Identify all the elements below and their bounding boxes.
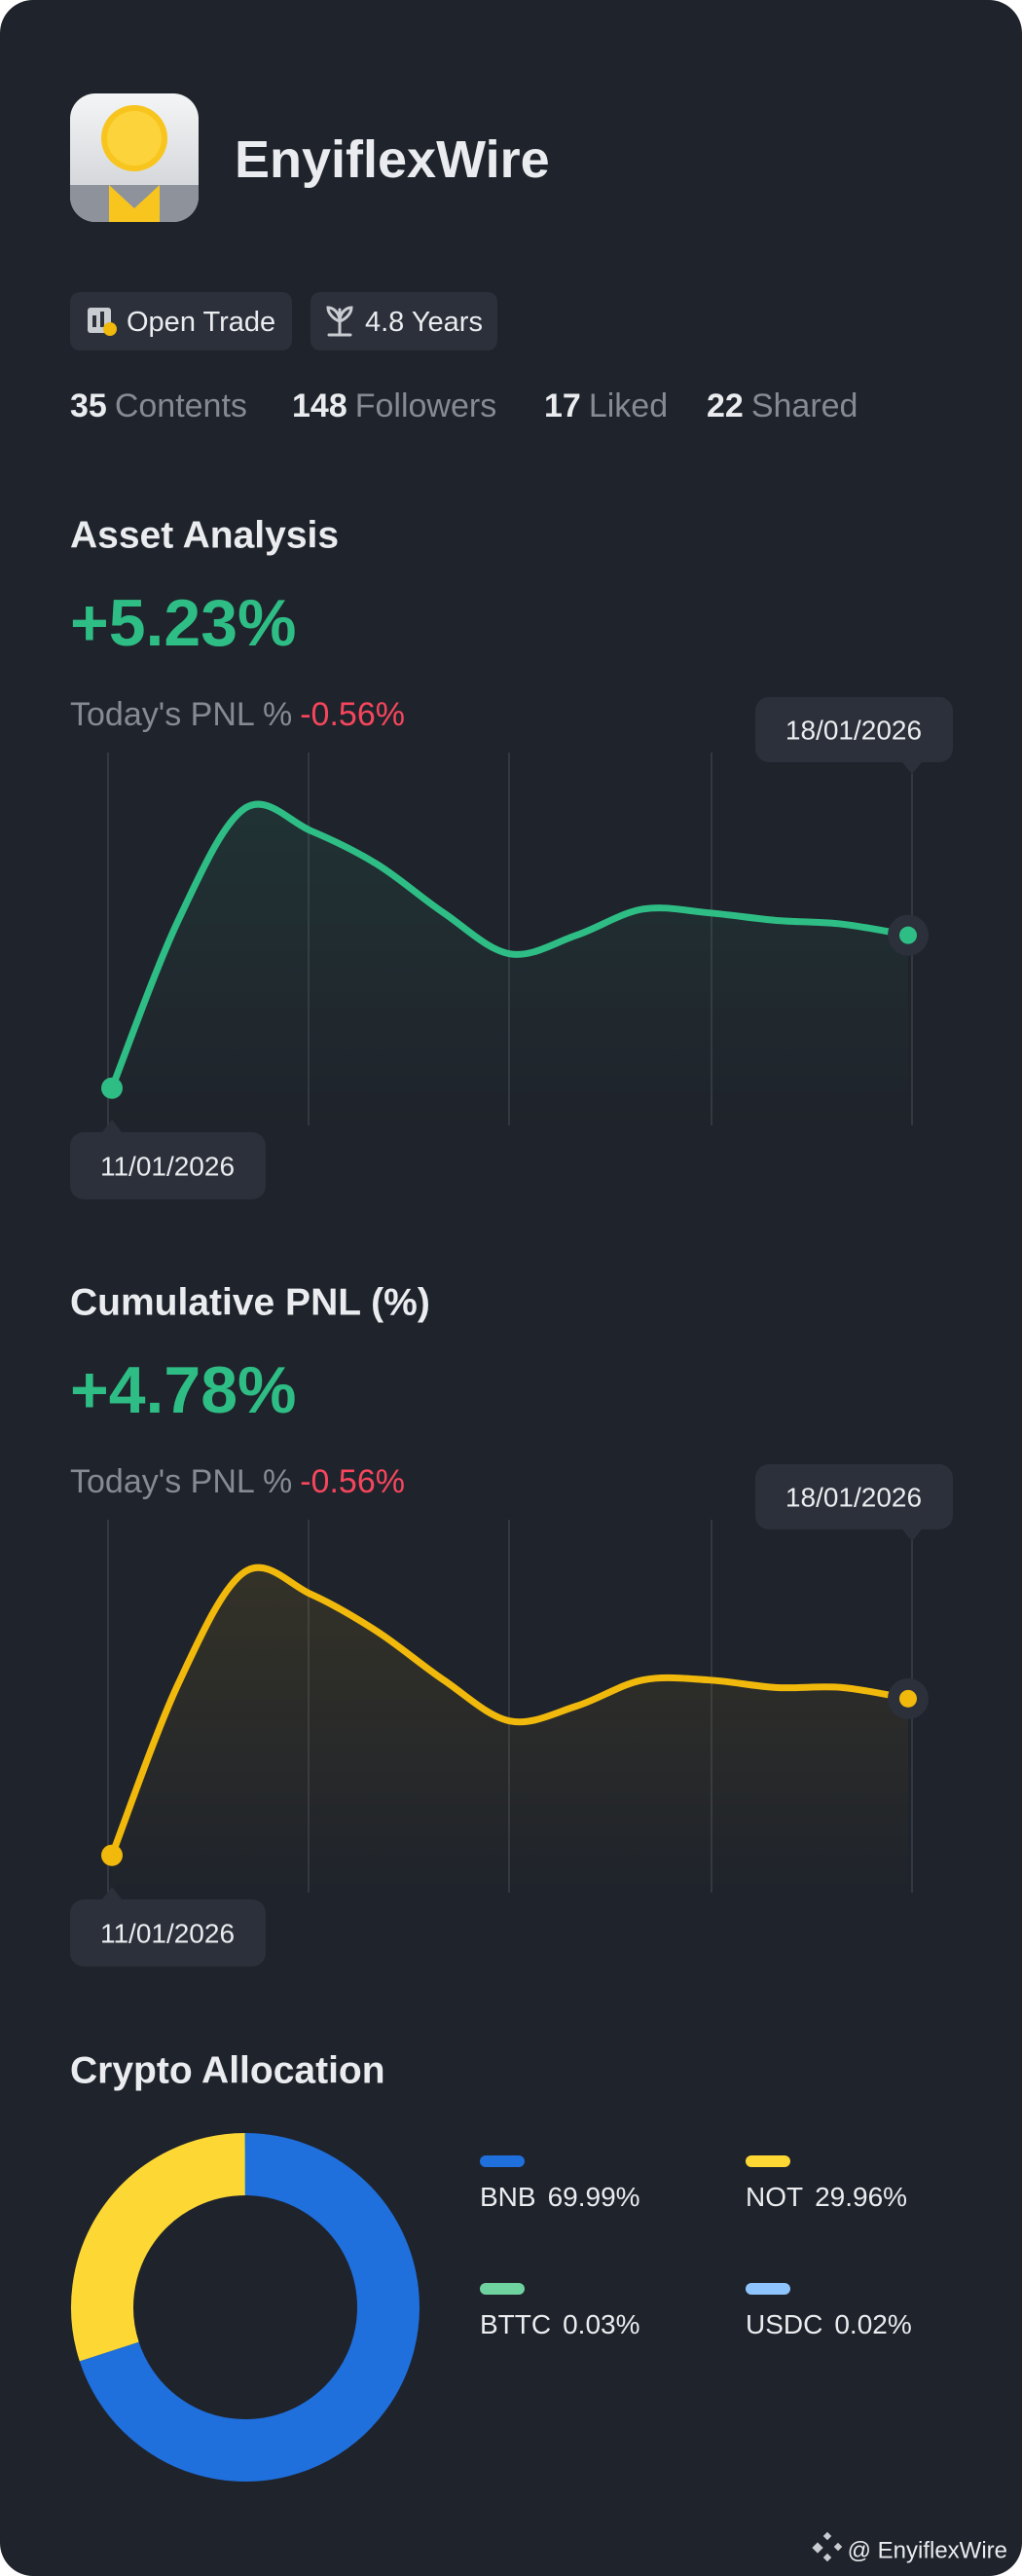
- tooltip-date: 18/01/2026: [785, 716, 922, 746]
- tooltip-box: [70, 1899, 266, 1967]
- legend-name: NOT: [746, 2182, 803, 2212]
- tooltip-date: 11/01/2026: [100, 1919, 235, 1949]
- section-title: Crypto Allocation: [70, 2050, 385, 2092]
- badge-label: Open Trade: [127, 307, 275, 338]
- legend-swatch: [480, 2155, 525, 2167]
- tooltip-pointer: [902, 1529, 922, 1541]
- tooltip-date: 11/01/2026: [100, 1152, 235, 1182]
- badge: [310, 292, 497, 350]
- badge-label: 4.8 Years: [365, 307, 483, 338]
- badge: [70, 292, 292, 350]
- legend-name: USDC: [746, 2309, 822, 2339]
- stat-label: Contents: [115, 387, 247, 424]
- headline-value: +5.23%: [70, 586, 297, 660]
- pnl-label: Today's PNL %: [70, 696, 292, 733]
- tooltip-pointer: [102, 1120, 122, 1132]
- pnl-row: Today's PNL % -0.56%: [70, 696, 405, 733]
- headline-value: +4.78%: [70, 1353, 297, 1427]
- line-series: [108, 800, 912, 1092]
- area-fill: [112, 804, 908, 1125]
- legend-swatch: [746, 2155, 790, 2167]
- pnl-label: Today's PNL %: [70, 1463, 292, 1500]
- legend-entry: NOT 29.96%: [746, 2182, 907, 2212]
- stat-value: 17: [544, 387, 581, 424]
- footer-logo: [812, 2531, 843, 2562]
- stat: 35 Contents: [70, 387, 247, 424]
- tooltip-box: [70, 1132, 266, 1199]
- tooltip-pointer: [102, 1887, 122, 1899]
- avatar: [70, 93, 199, 222]
- donut-segment: [79, 2133, 420, 2482]
- stat-label: Liked: [589, 387, 668, 424]
- stat: 22 Shared: [707, 387, 858, 424]
- legend-value: 0.02%: [834, 2309, 911, 2339]
- footer-watermark: @ EnyiflexWire: [848, 2538, 1007, 2564]
- tooltip-box: [755, 697, 953, 762]
- profile-name: EnyiflexWire: [235, 130, 550, 189]
- stat-value: 22: [707, 387, 744, 424]
- legend-entry: USDC 0.02%: [746, 2309, 912, 2339]
- donut-segment: [71, 2133, 246, 2362]
- legend-entry: BNB 69.99%: [480, 2182, 640, 2212]
- legend-name: BNB: [480, 2182, 536, 2212]
- tooltip-date: 18/01/2026: [785, 1483, 922, 1513]
- start-point: [101, 1077, 123, 1099]
- stat-label: Shared: [751, 387, 858, 424]
- line-series: [108, 1564, 912, 1859]
- years-icon: [326, 306, 353, 337]
- legend-name: BTTC: [480, 2309, 551, 2339]
- tooltip-box: [755, 1464, 953, 1529]
- stat-value: 148: [292, 387, 347, 424]
- trade-icon: [88, 308, 117, 336]
- legend-swatch: [480, 2283, 525, 2295]
- pnl-row: Today's PNL % -0.56%: [70, 1463, 405, 1500]
- section-title: Asset Analysis: [70, 515, 339, 557]
- pnl-value: -0.56%: [300, 696, 405, 733]
- start-point: [101, 1844, 123, 1866]
- area-fill: [112, 1567, 908, 1893]
- stat: 148 Followers: [292, 387, 496, 424]
- section-title: Cumulative PNL (%): [70, 1282, 430, 1324]
- legend-value: 69.99%: [548, 2182, 640, 2212]
- stat: 17 Liked: [544, 387, 668, 424]
- legend-value: 0.03%: [563, 2309, 639, 2339]
- tooltip-pointer: [902, 762, 922, 774]
- legend-entry: BTTC 0.03%: [480, 2309, 640, 2339]
- legend-value: 29.96%: [815, 2182, 907, 2212]
- end-point: [899, 926, 917, 944]
- legend-swatch: [746, 2283, 790, 2295]
- pnl-value: -0.56%: [300, 1463, 405, 1500]
- stat-label: Followers: [355, 387, 496, 424]
- end-point: [899, 1689, 917, 1708]
- stat-value: 35: [70, 387, 107, 424]
